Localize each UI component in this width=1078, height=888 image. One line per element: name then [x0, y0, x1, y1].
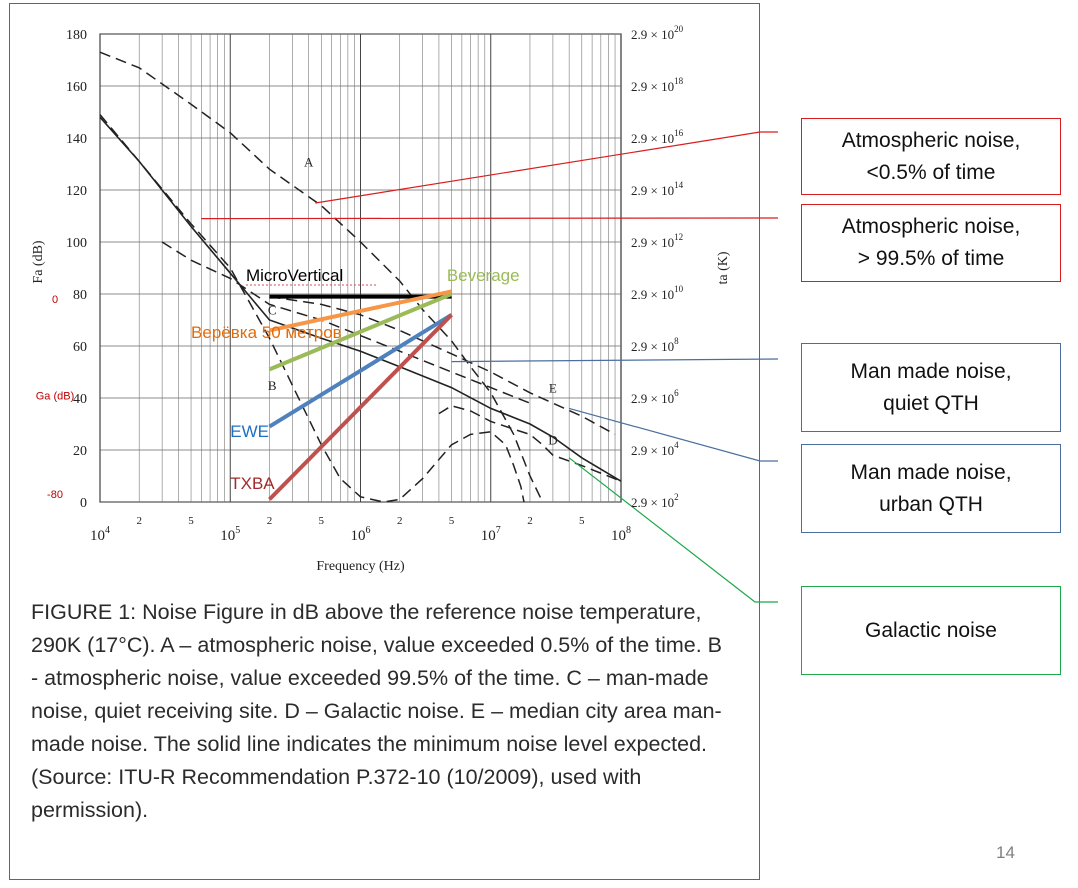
right-tick-label: 2.9 × 102 [631, 492, 679, 510]
curve-D [438, 404, 622, 482]
ga-label: Ga (dB) [36, 390, 75, 402]
figure-caption: FIGURE 1: Noise Figure in dB above the r… [31, 600, 723, 822]
antenna-label: Beverage [447, 266, 520, 285]
x-minor-tick-label: 5 [319, 515, 325, 527]
callout-man-quiet: Man made noise, quiet QTH [801, 343, 1061, 432]
callout-atm-low: Atmospheric noise, > 99.5% of time [801, 204, 1061, 282]
y-tick-label: 60 [73, 340, 87, 355]
y-tick-label: 0 [80, 496, 87, 511]
y-tick-label: 140 [66, 132, 87, 147]
antenna-label: Верёвка 50 метров [191, 323, 342, 342]
leader-man-quiet [451, 358, 779, 363]
right-tick-label: 2.9 × 1016 [631, 128, 684, 146]
leader-atm-high [315, 131, 778, 204]
antenna-label: MicroVertical [246, 266, 343, 285]
y-axis-title-left: Fa (dB) [31, 240, 46, 284]
y-tick-label: 40 [73, 392, 87, 407]
antenna-label: TXBA [230, 474, 275, 493]
right-tick-label: 2.9 × 1018 [631, 76, 684, 94]
curve-C [161, 241, 531, 404]
right-tick-label: 2.9 × 108 [631, 336, 679, 354]
x-major-tick-label: 105 [220, 525, 240, 544]
x-major-tick-label: 104 [90, 525, 110, 544]
x-minor-tick-label: 5 [579, 515, 585, 527]
ga-label: -80 [47, 489, 63, 501]
x-minor-tick-label: 2 [136, 515, 142, 527]
leader-atm-low [201, 217, 779, 220]
curve-E [269, 295, 616, 436]
slide-number: 14 [996, 843, 1015, 862]
grid [99, 33, 622, 503]
curve-B [99, 114, 525, 503]
antenna-line [268, 292, 453, 372]
x-minor-tick-label: 2 [527, 515, 533, 527]
antenna-label: EWE [230, 422, 269, 441]
x-major-tick-label: 106 [351, 525, 371, 544]
x-minor-tick-label: 5 [188, 515, 194, 527]
x-minor-tick-label: 2 [267, 515, 273, 527]
callout-man-urban: Man made noise, urban QTH [801, 444, 1061, 533]
ga-label: 0 [52, 294, 58, 306]
antenna-line [268, 313, 453, 429]
callout-atm-high: Atmospheric noise, <0.5% of time [801, 118, 1061, 195]
y-tick-label: 100 [66, 236, 87, 251]
curve-label: B [268, 378, 277, 393]
x-major-tick-label: 108 [611, 525, 631, 544]
right-tick-label: 2.9 × 1020 [631, 24, 684, 42]
curve-label: D [548, 433, 557, 448]
y-tick-label: 180 [66, 28, 87, 43]
curve-label: A [304, 154, 314, 169]
x-axis-title: Frequency (Hz) [316, 559, 405, 574]
x-major-tick-label: 107 [481, 525, 501, 544]
leader-man-urban [569, 407, 778, 462]
antenna-line [269, 289, 452, 333]
x-minor-tick-label: 2 [397, 515, 403, 527]
leader-galactic [568, 457, 778, 603]
antenna-lines [245, 284, 453, 501]
right-tick-label: 2.9 × 1010 [631, 284, 684, 302]
x-minor-tick-label: 5 [449, 515, 455, 527]
y-tick-label: 160 [66, 80, 87, 95]
curve-A [99, 51, 544, 503]
y-tick-label: 80 [73, 288, 87, 303]
curve-label: E [549, 381, 557, 396]
right-tick-label: 2.9 × 1014 [631, 180, 684, 198]
antenna-line [268, 313, 453, 501]
callout-leaders [201, 131, 779, 603]
right-tick-label: 2.9 × 1012 [631, 232, 683, 250]
right-tick-label: 2.9 × 106 [631, 388, 679, 406]
callout-galactic: Galactic noise [801, 586, 1061, 675]
figure-frame [9, 3, 760, 880]
curve-label: C [268, 303, 277, 318]
right-tick-label: 2.9 × 104 [631, 440, 679, 458]
y-axis-title-right: ta (K) [716, 251, 731, 284]
y-tick-label: 20 [73, 444, 87, 459]
y-tick-label: 120 [66, 184, 87, 199]
